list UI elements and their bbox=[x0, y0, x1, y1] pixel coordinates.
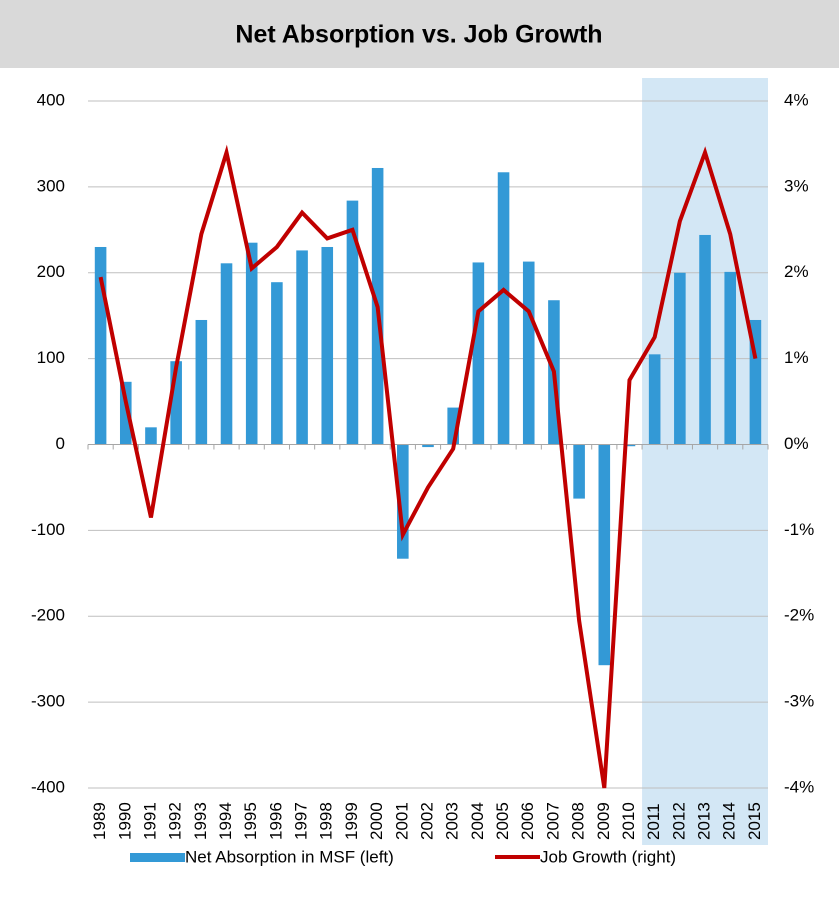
y2-tick-label: 3% bbox=[784, 176, 809, 195]
x-tick-label: 2006 bbox=[518, 802, 537, 840]
x-tick-label: 2000 bbox=[367, 802, 386, 840]
x-tick-label: 1990 bbox=[115, 802, 134, 840]
x-tick-label: 2014 bbox=[720, 802, 739, 840]
y-tick-label: -200 bbox=[31, 606, 65, 625]
y2-tick-label: 1% bbox=[784, 348, 809, 367]
bar bbox=[674, 272, 686, 445]
bar bbox=[94, 246, 107, 445]
y2-tick-label: -3% bbox=[784, 692, 814, 711]
x-tick-label: 2002 bbox=[417, 802, 436, 840]
x-tick-label: 2003 bbox=[443, 802, 462, 840]
bar bbox=[749, 319, 762, 445]
bar bbox=[271, 282, 283, 445]
y-tick-label: 300 bbox=[37, 176, 65, 195]
bar bbox=[170, 361, 182, 445]
x-tick-label: 2010 bbox=[619, 802, 638, 840]
bar bbox=[145, 427, 157, 445]
x-tick-label: 2013 bbox=[695, 802, 714, 840]
bar bbox=[397, 444, 409, 559]
x-tick-label: 1993 bbox=[191, 802, 210, 840]
line bbox=[98, 144, 758, 789]
bar bbox=[220, 263, 233, 445]
x-tick-label: 1989 bbox=[90, 802, 109, 840]
x-tick-label: 1997 bbox=[292, 802, 311, 840]
bar bbox=[119, 381, 132, 445]
y-tick-label: 200 bbox=[37, 262, 65, 281]
bar bbox=[497, 172, 510, 445]
y2-tick-label: 0% bbox=[784, 434, 809, 453]
x-tick-label: 2008 bbox=[569, 802, 588, 840]
legend-swatch bbox=[130, 853, 185, 862]
x-tick-label: 2015 bbox=[745, 802, 764, 840]
bar bbox=[296, 250, 308, 445]
bar bbox=[573, 444, 585, 499]
legend-label: Job Growth (right) bbox=[540, 847, 676, 866]
highlight-region bbox=[642, 78, 768, 845]
y2-tick-label: 4% bbox=[784, 90, 809, 109]
y-tick-label: -100 bbox=[31, 520, 65, 539]
x-tick-label: 1994 bbox=[216, 802, 235, 840]
y-tick-label: 0 bbox=[56, 434, 65, 453]
bar bbox=[422, 444, 434, 448]
y2-tick-label: -1% bbox=[784, 520, 814, 539]
bar bbox=[724, 271, 737, 445]
chart-title: Net Absorption vs. Job Growth bbox=[235, 21, 602, 49]
bar bbox=[648, 354, 661, 445]
bar bbox=[623, 444, 636, 447]
y-tick-label: -400 bbox=[31, 777, 65, 796]
bar bbox=[472, 262, 485, 445]
x-tick-label: 2012 bbox=[669, 802, 688, 840]
x-tick-label: 1991 bbox=[140, 802, 159, 840]
y-tick-label: -300 bbox=[31, 692, 65, 711]
y-tick-label: 400 bbox=[37, 90, 65, 109]
bar bbox=[699, 234, 711, 445]
x-tick-label: 1992 bbox=[166, 802, 185, 840]
y2-tick-label: -2% bbox=[784, 606, 814, 625]
bar bbox=[321, 246, 334, 445]
bar bbox=[598, 444, 611, 666]
x-tick-label: 1999 bbox=[342, 802, 361, 840]
x-tick-label: 2007 bbox=[543, 802, 562, 840]
bar bbox=[195, 319, 208, 445]
legend-label: Net Absorption in MSF (left) bbox=[185, 847, 394, 866]
title-band bbox=[0, 0, 839, 68]
x-tick-label: 2001 bbox=[392, 802, 411, 840]
bar bbox=[522, 261, 535, 445]
x-tick-label: 1995 bbox=[241, 802, 260, 840]
x-tick-label: 2004 bbox=[468, 802, 487, 840]
bar bbox=[447, 407, 459, 445]
bar bbox=[245, 242, 258, 445]
y2-tick-label: -4% bbox=[784, 777, 814, 796]
x-tick-label: 1996 bbox=[266, 802, 285, 840]
x-tick-label: 2005 bbox=[493, 802, 512, 840]
bar bbox=[346, 200, 359, 445]
x-tick-label: 1998 bbox=[317, 802, 336, 840]
y-tick-label: 100 bbox=[37, 348, 65, 367]
y2-tick-label: 2% bbox=[784, 262, 809, 281]
x-tick-label: 2009 bbox=[594, 802, 613, 840]
x-tick-label: 2011 bbox=[644, 803, 663, 840]
